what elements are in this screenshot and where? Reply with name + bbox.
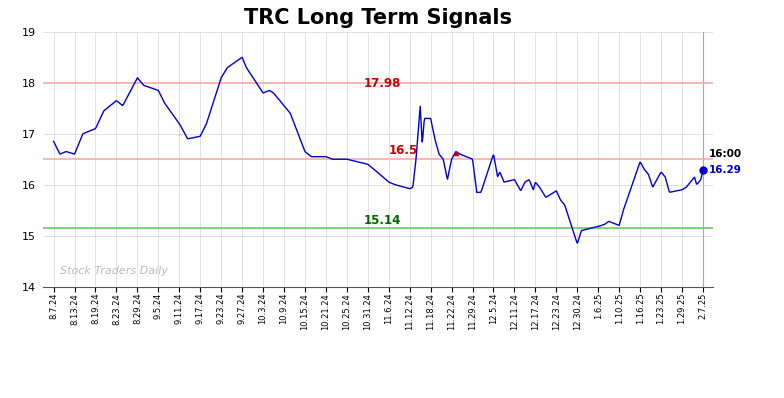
- Text: 16.5: 16.5: [389, 144, 418, 156]
- Text: 16.29: 16.29: [710, 165, 742, 175]
- Text: Stock Traders Daily: Stock Traders Daily: [60, 266, 168, 276]
- Text: 15.14: 15.14: [364, 214, 401, 227]
- Text: 16:00: 16:00: [710, 149, 742, 159]
- Text: 17.98: 17.98: [364, 77, 401, 90]
- Title: TRC Long Term Signals: TRC Long Term Signals: [245, 8, 512, 27]
